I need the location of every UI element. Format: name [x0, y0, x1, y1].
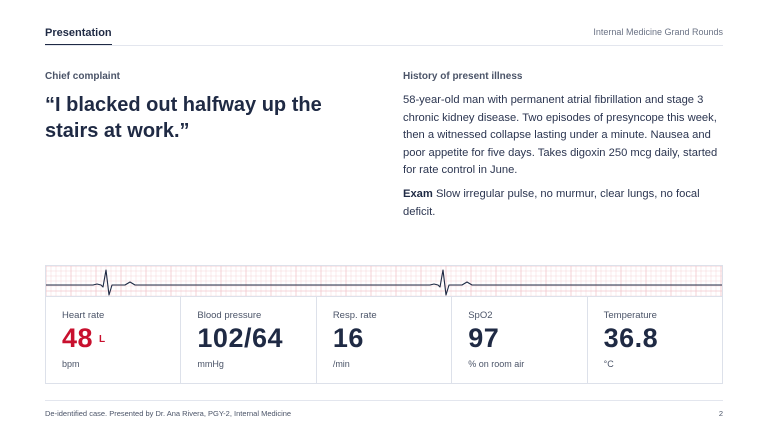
vital-label: Blood pressure	[197, 310, 262, 321]
vital-unit: bpm	[62, 359, 80, 369]
vital-unit: °C	[603, 359, 614, 369]
vital-unit: /min	[332, 359, 350, 369]
deck-title: Internal Medicine Grand Rounds	[593, 27, 723, 37]
page-number: 2	[718, 409, 723, 418]
vitals-row: Heart rate 48 L bpm Blood pressure 102/64…	[46, 297, 722, 383]
vital-blood-pressure: Blood pressure 102/64 mmHg	[181, 297, 317, 383]
vital-unit: mmHg	[197, 359, 224, 369]
vital-value: 97	[468, 323, 500, 353]
tab-presentation[interactable]: Presentation	[45, 27, 112, 45]
vital-temperature: Temperature 36.8 °C	[588, 297, 722, 383]
exam-finding: Exam Slow irregular pulse, no murmur, cl…	[403, 186, 725, 221]
vital-value: 48 L	[62, 323, 106, 354]
vital-value: 102/64	[197, 323, 283, 353]
exam-text: Slow irregular pulse, no murmur, clear l…	[403, 188, 700, 218]
ecg-trace	[46, 269, 722, 296]
vital-label: Heart rate	[62, 310, 105, 321]
vital-label: Resp. rate	[332, 310, 377, 321]
vital-label: SpO2	[468, 310, 493, 321]
footer-divider	[45, 400, 723, 401]
chief-complaint-label: Chief complaint	[45, 71, 121, 82]
hpi-text: 58-year-old man with permanent atrial fi…	[403, 94, 718, 177]
vital-label: Temperature	[603, 310, 657, 321]
low-flag: L	[99, 334, 106, 346]
ecg-divider	[46, 296, 722, 297]
vital-value: 16	[332, 323, 364, 353]
vitals-panel: Heart rate 48 L bpm Blood pressure 102/64…	[45, 265, 723, 384]
vital-resp-rate: Resp. rate 16 /min	[317, 297, 453, 383]
hpi-label: History of present illness	[403, 71, 523, 82]
exam-label: Exam	[403, 188, 433, 200]
vital-spo2: SpO2 97 % on room air	[452, 297, 588, 383]
vital-number: 48	[62, 323, 94, 353]
vital-unit: % on room air	[468, 359, 525, 369]
footer-text: De-identified case. Presented by Dr. Ana…	[45, 409, 292, 418]
header-divider	[45, 45, 723, 46]
ecg-strip	[46, 266, 722, 296]
vital-heart-rate: Heart rate 48 L bpm	[46, 297, 182, 383]
chief-complaint-quote: “I blacked out halfway up the stairs at …	[45, 94, 322, 142]
vital-value: 36.8	[603, 323, 659, 353]
